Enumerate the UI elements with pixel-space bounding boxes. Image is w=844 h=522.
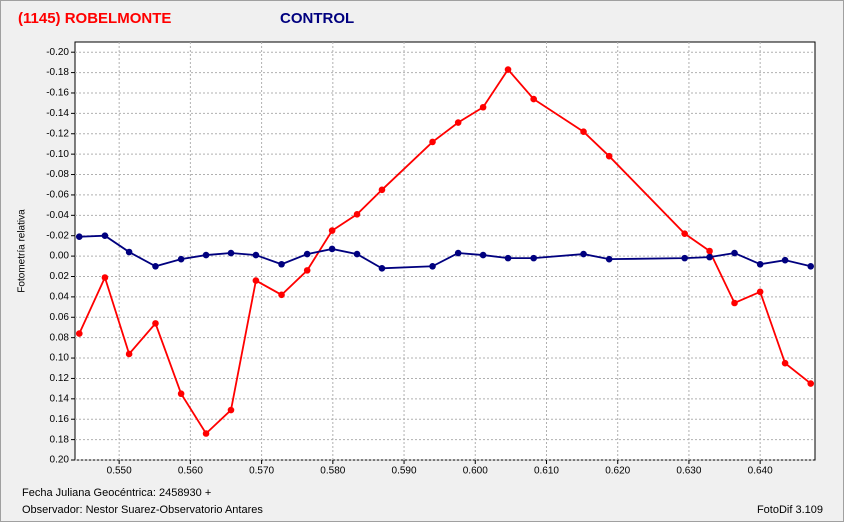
- y-tick-label: -0.12: [46, 128, 69, 139]
- data-point: [202, 430, 210, 437]
- x-tick-label: 0.630: [676, 466, 701, 477]
- data-point: [454, 249, 462, 257]
- data-point: [177, 255, 185, 263]
- data-point: [807, 262, 815, 270]
- data-point: [781, 359, 789, 367]
- data-point: [152, 262, 159, 270]
- y-tick-label: -0.20: [46, 47, 69, 58]
- data-point: [530, 95, 537, 103]
- x-tick-label: 0.610: [534, 466, 559, 477]
- y-tick-label: -0.08: [46, 169, 69, 180]
- x-tick-label: 0.550: [107, 466, 132, 477]
- data-point: [101, 274, 109, 281]
- y-tick-label: 0.16: [50, 414, 70, 425]
- data-point: [756, 260, 764, 268]
- data-point: [681, 254, 688, 262]
- data-point: [504, 66, 512, 73]
- data-point: [605, 255, 613, 263]
- data-point: [807, 380, 815, 387]
- data-point: [429, 262, 436, 270]
- data-point: [580, 250, 587, 258]
- y-tick-label: 0.14: [50, 393, 70, 404]
- x-tick-label: 0.580: [320, 466, 345, 477]
- data-point: [328, 227, 336, 234]
- data-point: [303, 267, 311, 274]
- data-point: [227, 249, 235, 257]
- data-point: [706, 247, 713, 255]
- y-tick-label: 0.10: [50, 353, 70, 364]
- data-point: [605, 152, 613, 160]
- series-title: (1145) ROBELMONTE: [18, 10, 171, 27]
- x-tick-label: 0.640: [748, 466, 773, 477]
- y-axis-label: Fotometría relativa: [17, 209, 28, 293]
- data-point: [429, 138, 436, 146]
- x-axis-label: Fecha Juliana Geocéntrica: 2458930 +: [22, 487, 211, 499]
- y-tick-label: -0.04: [46, 210, 69, 221]
- data-point: [252, 277, 260, 284]
- y-tick-label: -0.16: [46, 88, 69, 99]
- y-tick-label: -0.18: [46, 67, 69, 78]
- data-point: [353, 210, 361, 218]
- series-line: [78, 68, 812, 435]
- data-point: [731, 299, 738, 307]
- data-point: [152, 320, 159, 327]
- data-point: [781, 256, 789, 264]
- data-point: [479, 251, 487, 259]
- data-point: [454, 119, 462, 126]
- y-tick-label: 0.06: [50, 312, 70, 323]
- y-tick-label: 0.20: [50, 455, 70, 466]
- data-point: [202, 251, 210, 259]
- y-tick-label: -0.06: [46, 190, 69, 201]
- data-point: [479, 103, 487, 111]
- observer: Observador: Nestor Suarez-Observatorio A…: [22, 504, 263, 516]
- data-point: [75, 330, 83, 337]
- data-point: [75, 233, 83, 241]
- y-tick-label: 0.00: [50, 251, 70, 262]
- y-tick-label: -0.10: [46, 149, 69, 160]
- data-point: [756, 288, 764, 296]
- data-point: [706, 253, 713, 261]
- y-tick-label: 0.12: [50, 373, 70, 384]
- x-tick-label: 0.560: [178, 466, 203, 477]
- data-point: [328, 245, 336, 253]
- data-point: [504, 254, 512, 262]
- data-point: [101, 232, 109, 240]
- data-point: [125, 350, 133, 358]
- x-tick-label: 0.590: [392, 466, 417, 477]
- data-point: [278, 260, 285, 268]
- data-point: [530, 254, 537, 262]
- y-tick-label: -0.02: [46, 230, 69, 241]
- series-title: CONTROL: [280, 10, 354, 27]
- y-tick-label: 0.08: [50, 332, 70, 343]
- data-point: [227, 406, 235, 414]
- data-point: [125, 248, 133, 256]
- y-tick-label: -0.14: [46, 108, 69, 119]
- x-tick-label: 0.570: [249, 466, 274, 477]
- data-point: [681, 230, 688, 237]
- data-point: [303, 250, 311, 258]
- data-point: [731, 249, 738, 257]
- x-tick-label: 0.620: [605, 466, 630, 477]
- y-tick-label: 0.18: [50, 434, 70, 445]
- data-point: [278, 291, 285, 299]
- data-point: [252, 251, 260, 259]
- x-tick-label: 0.600: [463, 466, 488, 477]
- y-tick-label: 0.02: [50, 271, 70, 282]
- plot-area: [74, 41, 816, 461]
- data-point: [580, 128, 587, 136]
- series-line: [79, 234, 811, 270]
- y-tick-label: 0.04: [50, 292, 70, 303]
- data-point: [177, 390, 185, 398]
- data-point: [353, 250, 361, 258]
- data-point: [378, 186, 386, 194]
- data-point: [378, 265, 386, 272]
- software-version: FotoDif 3.109: [757, 504, 823, 516]
